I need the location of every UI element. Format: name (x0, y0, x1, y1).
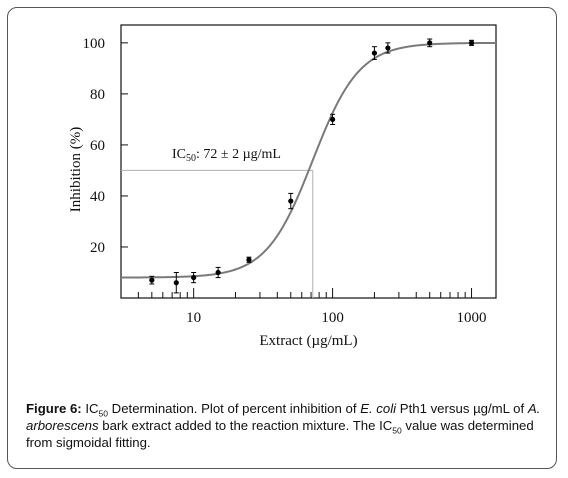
caption-ic-sub-2: 50 (392, 425, 402, 436)
x-tick-label: 1000 (457, 310, 487, 326)
caption-ecoli: E. coli (360, 401, 397, 416)
data-marker (149, 277, 155, 283)
data-point (371, 46, 378, 60)
data-point (427, 38, 433, 48)
x-axis-label: Extract (µg/mL) (259, 333, 357, 349)
ic50-annotation-text: : 72 ± 2 µg/mL (196, 147, 281, 162)
y-tick-label: 20 (90, 240, 105, 256)
caption-text-2: Pth1 versus µg/mL of (396, 401, 528, 416)
caption-species: A. arborescens (26, 401, 541, 433)
caption-label: Figure 6: (26, 401, 82, 416)
ic50-guides (121, 169, 314, 298)
data-point (191, 271, 197, 284)
data-point (288, 192, 294, 210)
y-tick-label: 60 (90, 138, 105, 154)
data-point (385, 42, 391, 54)
y-tick-label: 100 (83, 36, 106, 52)
y-tick-label: 40 (90, 189, 105, 205)
data-marker (329, 116, 336, 123)
caption-ic: IC (85, 401, 99, 416)
sigmoid-fit-line (120, 41, 496, 279)
data-marker (191, 274, 197, 281)
data-marker (215, 269, 221, 276)
figure-frame (7, 7, 557, 469)
data-marker (468, 40, 475, 46)
chart-ticks: 20 40 60 80 100 10 100 1000 (83, 36, 487, 326)
caption-text-1: Determination. Plot of percent inhibitio… (108, 401, 361, 416)
data-marker (371, 50, 378, 56)
caption-text-4: value was determined from sigmoidal fitt… (26, 418, 534, 450)
y-tick-label: 80 (90, 87, 105, 103)
figure-caption: Figure 6: IC50 Determination. Plot of pe… (26, 400, 546, 451)
data-point (173, 271, 179, 294)
caption-ic-sub: 50 (98, 408, 109, 419)
data-marker (427, 40, 433, 46)
y-axis-label: Inhibition (%) (68, 127, 84, 212)
data-marker (173, 280, 179, 286)
x-tick-label: 10 (186, 310, 201, 326)
data-marker (246, 257, 252, 263)
chart-axes (120, 24, 497, 299)
data-marker (385, 45, 391, 51)
caption-text-3: bark extract added to the reaction mixtu… (98, 418, 393, 433)
x-tick-label: 100 (321, 310, 344, 326)
ic50-annotation-sub: 50 (186, 153, 196, 164)
plot-frame (120, 24, 497, 299)
ic50-annotation: IC50: 72 ± 2 µg/mL (172, 147, 281, 164)
data-point (468, 39, 475, 46)
data-point (149, 275, 155, 285)
data-point (215, 266, 221, 279)
data-marker (288, 198, 294, 204)
ic50-annotation-prefix: IC (172, 147, 186, 162)
data-point (246, 256, 252, 263)
data-point (329, 113, 336, 126)
data-points (149, 38, 475, 294)
